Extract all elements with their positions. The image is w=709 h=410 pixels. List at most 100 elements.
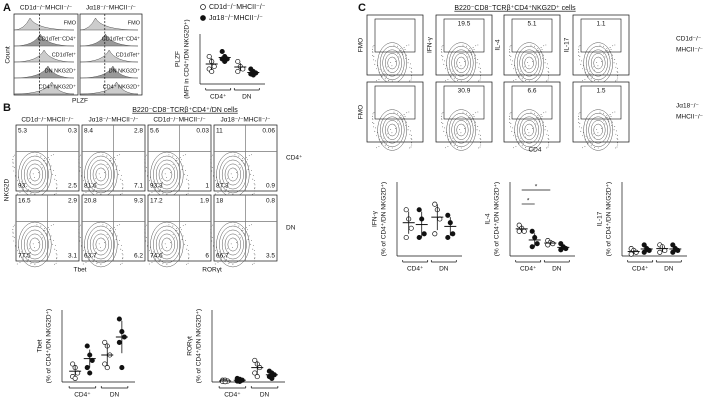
event-dot: [98, 173, 100, 175]
event-dot: [616, 79, 618, 81]
data-point: [254, 374, 260, 380]
event-dot: [42, 237, 43, 239]
event-dot: [217, 192, 219, 194]
contour: [456, 56, 466, 70]
data-point: [670, 242, 676, 248]
event-dot: [225, 189, 227, 191]
event-dot: [82, 263, 84, 265]
event-dot: [151, 254, 153, 256]
event-dot: [166, 193, 168, 195]
contour: [84, 221, 118, 268]
event-dot: [158, 261, 160, 263]
event-dot: [184, 243, 186, 245]
significance-star: *: [535, 184, 538, 191]
event-dot: [56, 190, 58, 192]
event-dot: [459, 62, 461, 63]
contour: [155, 159, 178, 190]
event-dot: [186, 248, 188, 250]
event-dot: [378, 139, 380, 141]
data-point: [408, 225, 414, 231]
event-dot: [616, 71, 618, 72]
event-dot: [186, 263, 188, 265]
contour: [387, 123, 397, 137]
event-dot: [243, 163, 245, 164]
event-dot: [38, 242, 39, 244]
event-dot: [445, 68, 447, 70]
event-dot: [236, 172, 237, 174]
event-dot: [120, 248, 122, 250]
event-dot: [372, 115, 374, 117]
event-dot: [548, 142, 549, 144]
histogram: [79, 81, 139, 95]
event-dot: [244, 234, 246, 236]
event-dot: [100, 177, 101, 178]
event-dot: [226, 178, 228, 180]
flow-plot: [435, 81, 493, 143]
event-dot: [614, 126, 616, 127]
histogram: [79, 65, 139, 79]
x-tick-label: DN: [552, 266, 562, 273]
event-dot: [408, 111, 410, 113]
flow-plot: [572, 14, 630, 76]
event-dot: [248, 165, 250, 167]
event-dot: [537, 49, 539, 51]
event-dot: [509, 115, 511, 117]
event-dot: [474, 57, 476, 59]
event-dot: [442, 123, 444, 124]
event-dot: [441, 51, 443, 53]
contour: [377, 109, 408, 151]
event-dot: [582, 135, 584, 137]
flow-plot: [366, 81, 424, 143]
event-dot: [475, 112, 477, 114]
event-dot: [147, 171, 149, 173]
event-dot: [240, 237, 241, 239]
event-dot: [617, 72, 619, 73]
event-dot: [22, 189, 24, 191]
event-dot: [460, 80, 462, 82]
y-axis-title: IL-4: [485, 213, 492, 225]
row-label: MHCII⁻/⁻: [676, 114, 704, 121]
event-dot: [182, 155, 184, 156]
event-dot: [158, 256, 160, 257]
event-dot: [590, 140, 592, 142]
event-dot: [478, 63, 480, 65]
event-dot: [93, 259, 95, 261]
quadrant-value: 3.1: [68, 253, 77, 260]
gate-value: 1.5: [596, 88, 605, 95]
data-point: [211, 63, 217, 70]
event-dot: [254, 184, 256, 186]
event-dot: [445, 147, 446, 149]
row-label: CD1d⁻/⁻: [676, 36, 702, 43]
event-dot: [28, 248, 30, 250]
event-dot: [179, 227, 181, 228]
contour: [89, 229, 112, 260]
contour: [453, 53, 469, 73]
event-dot: [50, 225, 52, 226]
event-dot: [146, 245, 148, 247]
event-dot: [13, 237, 15, 238]
event-dot: [144, 165, 146, 167]
event-dot: [480, 75, 481, 77]
column-header: CD1d⁻/⁻MHCII⁻/⁻: [153, 117, 206, 124]
event-dot: [596, 62, 598, 63]
event-dot: [596, 129, 598, 130]
event-dot: [513, 147, 514, 149]
contour: [524, 56, 534, 70]
gate: [443, 85, 485, 120]
event-dot: [578, 113, 580, 115]
y-axis-subtitle: (MFI in CD4⁺/DN NKG2D⁺): [184, 19, 191, 98]
event-dot: [79, 154, 81, 156]
event-dot: [545, 126, 547, 127]
event-dot: [539, 53, 541, 55]
event-dot: [56, 254, 58, 256]
event-dot: [454, 76, 456, 78]
event-dot: [579, 111, 581, 113]
event-dot: [79, 237, 81, 238]
event-dot: [53, 170, 54, 172]
event-dot: [376, 68, 378, 70]
histogram: [13, 49, 75, 63]
event-dot: [511, 127, 513, 129]
contour: [150, 221, 184, 268]
contour: [158, 163, 176, 186]
event-dot: [472, 51, 474, 52]
